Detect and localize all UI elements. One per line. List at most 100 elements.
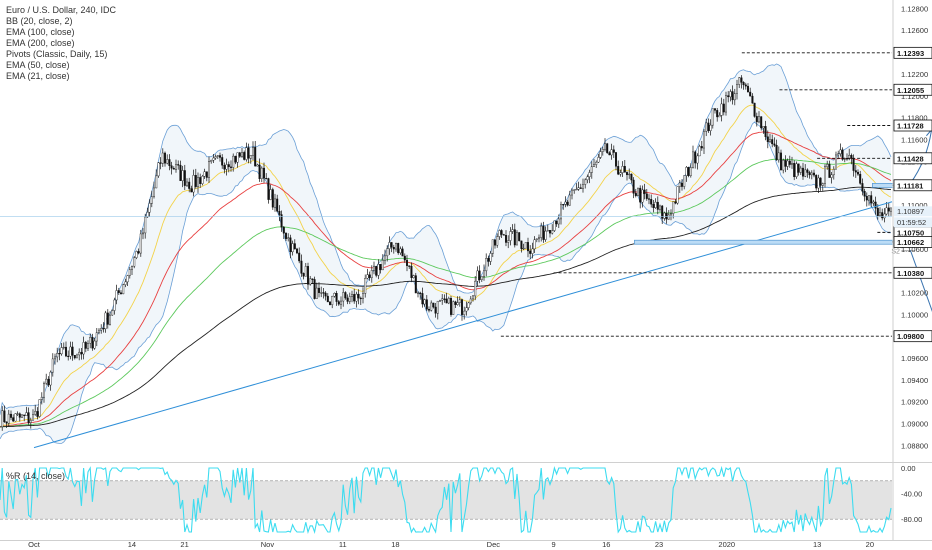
candle <box>496 233 499 248</box>
candle-body <box>830 174 833 178</box>
candle <box>82 336 85 360</box>
candle <box>870 191 873 208</box>
candle <box>32 409 35 421</box>
candle-body <box>564 201 567 205</box>
candle-body <box>599 151 602 158</box>
candle <box>192 169 195 197</box>
candle <box>54 353 57 365</box>
candle-body <box>408 265 411 267</box>
candle-body <box>494 239 497 246</box>
level-price-tag <box>893 152 932 165</box>
candle <box>106 309 109 329</box>
candle-body <box>865 195 868 201</box>
ema-21-line <box>0 104 892 428</box>
price-axis[interactable]: 1.128001.126001.124001.122001.120001.118… <box>892 0 932 540</box>
candle <box>813 169 816 178</box>
candle <box>835 151 838 170</box>
candle-body <box>742 82 745 86</box>
candle-body <box>795 163 798 178</box>
candle <box>454 300 457 309</box>
candle <box>760 116 763 131</box>
candle <box>711 108 714 129</box>
candle <box>560 201 563 225</box>
candle <box>859 170 862 185</box>
candle <box>606 142 609 154</box>
candle-body <box>249 155 252 159</box>
candle-body <box>637 187 640 196</box>
candle-body <box>111 310 114 316</box>
candle-body <box>148 203 151 213</box>
candle <box>566 199 569 207</box>
candle-body <box>318 287 321 293</box>
candle <box>430 300 433 312</box>
candle <box>601 146 604 156</box>
candle-body <box>533 239 536 250</box>
candle <box>802 162 805 180</box>
time-tick-label: Nov <box>261 540 275 549</box>
price-tick-label: 1.10200 <box>901 288 928 297</box>
candle <box>441 294 444 305</box>
candle <box>535 238 538 243</box>
candle <box>874 196 877 215</box>
candle-body <box>586 176 589 181</box>
candle-body <box>5 421 8 424</box>
level-price-tag <box>893 236 932 248</box>
level-price-tag <box>893 119 932 132</box>
candle-body <box>769 139 772 143</box>
oscillator-pane[interactable] <box>0 465 892 535</box>
candle <box>729 89 732 102</box>
candle-body <box>863 190 866 197</box>
candle-body <box>755 116 758 123</box>
candle-body <box>304 266 307 277</box>
candle-body <box>278 211 281 215</box>
candle-body <box>463 310 466 315</box>
candle <box>419 291 422 300</box>
candle-body <box>722 103 725 113</box>
candle-body <box>126 275 129 283</box>
candle <box>815 174 818 191</box>
candle-body <box>887 207 890 212</box>
candle-body <box>524 242 527 249</box>
candle-body <box>584 179 587 185</box>
level-price-tag <box>893 46 932 59</box>
candle-body <box>54 356 57 360</box>
candle <box>555 220 558 227</box>
candle <box>700 140 703 151</box>
price-tick-label: 1.11800 <box>901 114 928 123</box>
candle-body <box>681 182 684 187</box>
candle <box>401 246 404 257</box>
candle <box>348 292 351 305</box>
candle-body <box>434 306 437 314</box>
time-axis[interactable]: Oct 14 21 Nov 11 18 Dec 9 16 23 2020 13 20 <box>0 540 932 549</box>
level-price-label: 1.11428 <box>897 154 924 163</box>
candle <box>355 291 358 308</box>
candle-body <box>700 146 703 149</box>
support-zone[interactable] <box>634 239 932 245</box>
time-tick-label: 14 <box>128 540 136 549</box>
price-tick-label: 1.10600 <box>901 245 928 254</box>
candle-body <box>648 198 651 200</box>
candle-body <box>441 298 444 301</box>
candle <box>170 161 173 175</box>
candle-body <box>568 194 571 206</box>
candle-body <box>467 302 470 308</box>
candle <box>263 162 266 183</box>
candle <box>269 184 272 201</box>
candle-body <box>155 175 158 189</box>
candle <box>324 291 327 301</box>
candle <box>738 77 741 89</box>
candle <box>141 227 144 240</box>
candle <box>190 185 193 193</box>
candle-body <box>258 164 261 179</box>
candle-body <box>34 411 37 415</box>
candle <box>443 294 446 303</box>
candle <box>683 175 686 190</box>
candle-body <box>397 243 400 254</box>
candle-body <box>271 189 274 208</box>
candle <box>672 201 675 219</box>
legend-bb: BB (20, close, 2) <box>6 16 73 26</box>
candle-body <box>172 168 175 170</box>
candle-body <box>368 274 371 278</box>
price-pane[interactable]: S2 <box>0 52 932 449</box>
